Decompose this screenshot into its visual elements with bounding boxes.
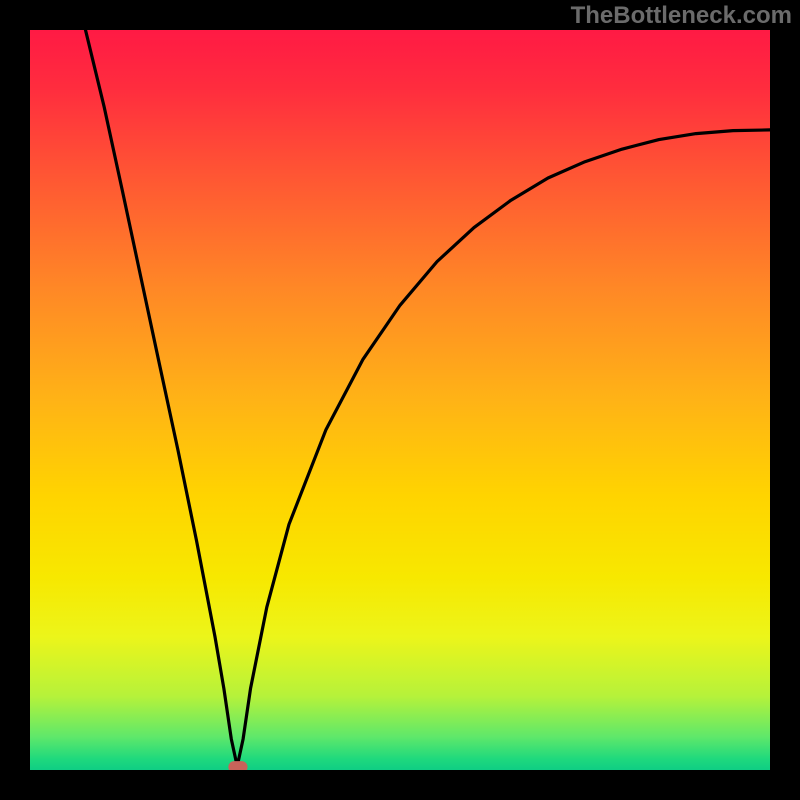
watermark-text: TheBottleneck.com: [571, 2, 792, 30]
plot-svg: [30, 30, 770, 770]
min-point-marker: [228, 761, 247, 770]
chart-container: TheBottleneck.com: [0, 0, 800, 800]
plot-area: [30, 30, 770, 770]
